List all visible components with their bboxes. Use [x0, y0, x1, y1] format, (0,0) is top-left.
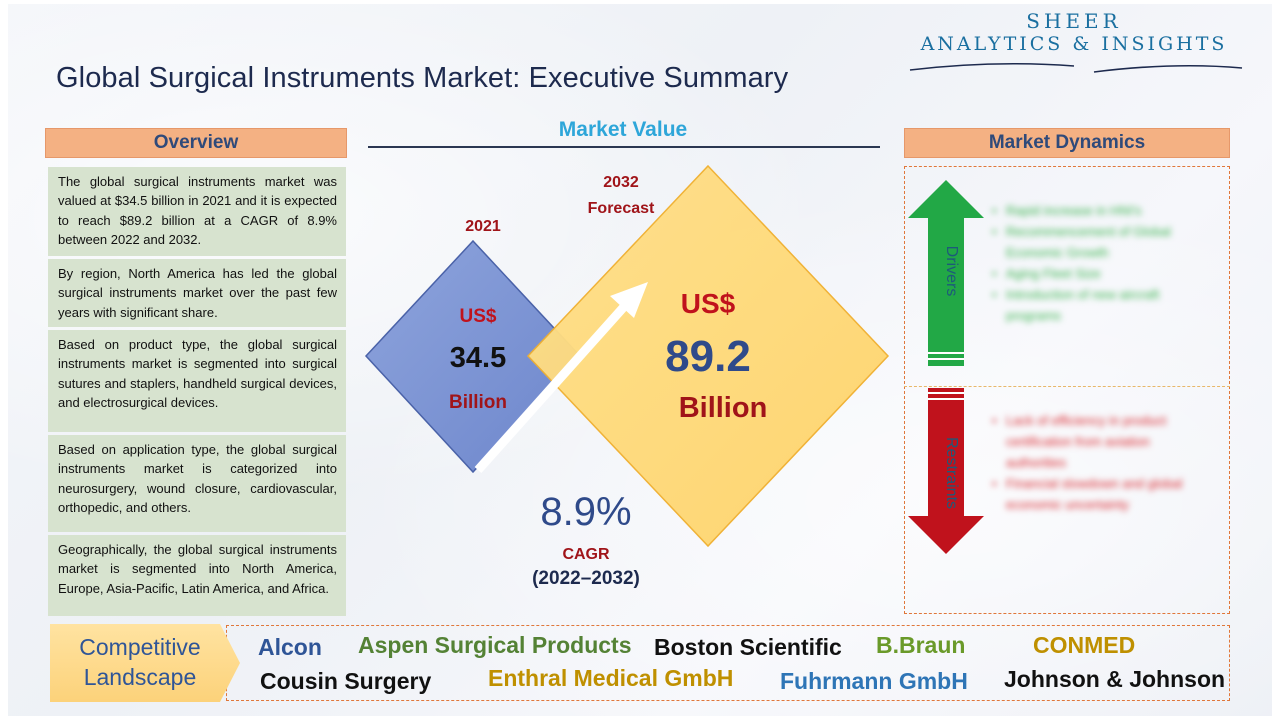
competitive-label-arrow — [50, 624, 240, 702]
cagr-value: 8.9% — [540, 490, 632, 534]
company-conmed: CONMED — [1033, 632, 1136, 658]
unit-2021: Billion — [448, 392, 508, 413]
competitive-label-line-2: Landscape — [83, 664, 197, 690]
logo-line-2: ANALYTICS & INSIGHTS — [920, 33, 1228, 55]
competitive-landscape: Competitive Landscape Alcon Aspen Surgic… — [50, 622, 1230, 704]
restraints-label: Restraints — [943, 436, 960, 510]
restraints-arrow-down-icon — [908, 516, 984, 554]
company-fuhrmann: Fuhrmann GmbH — [780, 668, 968, 694]
driver-item: Rapid increase in HNI's — [992, 200, 1202, 221]
restraint-item: Lack of efficiency in product certificat… — [992, 410, 1202, 473]
market-dynamics-frame — [904, 166, 1230, 614]
market-value-divider — [368, 146, 880, 148]
diamond-2032 — [526, 164, 890, 548]
currency-2032: US$ — [680, 288, 736, 319]
year-2032-forecast: Forecast — [587, 200, 655, 217]
overview-item-4: Based on application type, the global su… — [48, 435, 346, 532]
company-boston: Boston Scientific — [654, 634, 842, 660]
restraint-item: Financial slowdown and global economic u… — [992, 473, 1202, 515]
drivers-label: Drivers — [943, 245, 960, 297]
cagr-period: (2022–2032) — [532, 568, 640, 589]
drivers-list: Rapid increase in HNI's Recommencement o… — [992, 200, 1202, 326]
market-value-header: Market Value — [558, 118, 688, 141]
market-dynamics-header: Market Dynamics — [904, 128, 1230, 158]
drivers-arrow-up-icon — [908, 180, 984, 366]
overview-item-1: The global surgical instruments market w… — [48, 167, 346, 256]
overview-header: Overview — [45, 128, 347, 158]
growth-arrow-line — [474, 297, 634, 473]
value-2021: 34.5 — [449, 342, 507, 374]
currency-2021: US$ — [459, 306, 497, 327]
driver-item: Aging Fleet Size — [992, 263, 1202, 284]
diamond-2021 — [364, 239, 582, 474]
overview-item-2: By region, North America has led the glo… — [48, 259, 346, 327]
restraints-arrow-shaft — [928, 388, 964, 528]
logo-line-1: SHEER — [1026, 9, 1122, 33]
restraints-list: Lack of efficiency in product certificat… — [992, 410, 1202, 515]
unit-2032: Billion — [678, 392, 768, 424]
logo-swoosh-icon — [909, 62, 1243, 73]
value-2032: 89.2 — [665, 332, 751, 381]
company-alcon: Alcon — [258, 634, 322, 660]
overview-item-5: Geographically, the global surgical inst… — [48, 535, 346, 616]
driver-item: Introduction of new aircraft programs — [992, 284, 1202, 326]
competitive-label-line-1: Competitive — [79, 634, 201, 660]
dynamics-arrows — [908, 180, 984, 554]
driver-item: Recommencement of Global Economic Growth — [992, 221, 1202, 263]
company-logo: SHEER ANALYTICS & INSIGHTS — [904, 10, 1244, 78]
year-2032-label: 2032 — [603, 174, 639, 191]
year-2021-label: 2021 — [465, 218, 501, 235]
company-bbraun: B.Braun — [876, 632, 966, 658]
growth-arrow-head — [610, 282, 648, 318]
cagr-label: CAGR — [562, 546, 610, 563]
company-cousin: Cousin Surgery — [260, 668, 432, 694]
overview-item-3: Based on product type, the global surgic… — [48, 330, 346, 432]
page-title: Global Surgical Instruments Market: Exec… — [56, 62, 789, 94]
diamond-graphic — [364, 164, 890, 548]
company-enthral: Enthral Medical GmbH — [488, 665, 734, 691]
dynamics-separator — [904, 386, 1230, 387]
company-aspen: Aspen Surgical Products — [358, 632, 632, 658]
slide: Global Surgical Instruments Market: Exec… — [8, 4, 1272, 716]
company-jnj: Johnson & Johnson — [1004, 666, 1226, 692]
